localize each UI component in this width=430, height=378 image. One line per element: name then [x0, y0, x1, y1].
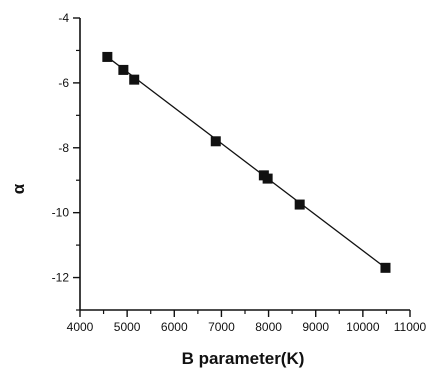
data-points [102, 51, 391, 273]
x-tick-label: 5000 [114, 320, 141, 334]
data-point [380, 262, 391, 273]
data-point [294, 199, 305, 210]
x-tick-label: 4000 [67, 320, 94, 334]
data-point [102, 51, 113, 62]
x-tick-label: 9000 [302, 320, 329, 334]
y-tick-label: -8 [58, 141, 69, 155]
y-tick-label: -12 [52, 271, 70, 285]
x-tick-label: 11000 [394, 320, 427, 334]
y-tick-label: -4 [58, 11, 69, 25]
axes [79, 18, 410, 311]
y-tick-label: -10 [52, 206, 70, 220]
axis-ticks [73, 17, 411, 317]
data-point [262, 173, 273, 184]
x-tick-label: 6000 [161, 320, 188, 334]
fit-line [106, 56, 386, 269]
y-tick-label: -6 [58, 76, 69, 90]
x-tick-label: 7000 [208, 320, 235, 334]
data-point [210, 136, 221, 147]
data-point [129, 74, 140, 85]
x-tick-label: 8000 [255, 320, 282, 334]
fit-line-group [106, 56, 386, 269]
y-axis-title: α [9, 183, 28, 194]
x-axis-title: B parameter(K) [182, 349, 305, 368]
data-point [118, 64, 129, 75]
x-tick-label: 10000 [346, 320, 380, 334]
tick-labels: 4000 5000 6000 7000 8000 9000 10000 11000 -4 -6 -8… [52, 11, 427, 334]
